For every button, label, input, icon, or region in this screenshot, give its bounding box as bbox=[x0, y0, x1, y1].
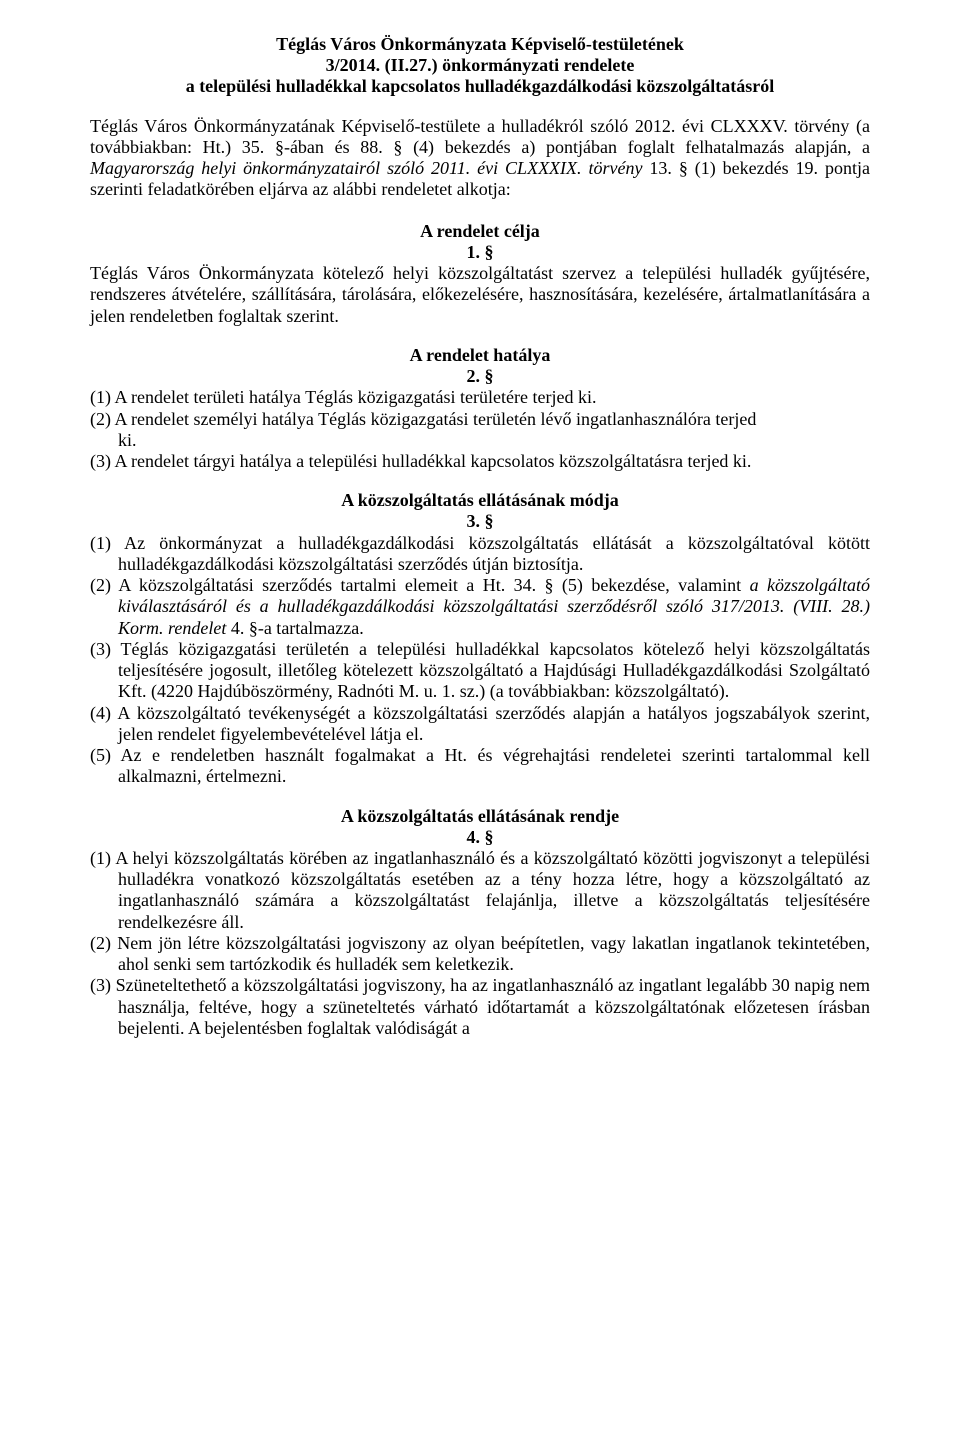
section-3-item-4: (4) A közszolgáltató tevékenységét a köz… bbox=[90, 703, 870, 745]
section-1-number: 1. § bbox=[90, 242, 870, 263]
section-3-item-3: (3) Téglás közigazgatási területén a tel… bbox=[90, 639, 870, 703]
section-3-item-5: (5) Az e rendeletben használt fogalmakat… bbox=[90, 745, 870, 787]
section-3-item-2: (2) A közszolgáltatási szerződés tartalm… bbox=[90, 575, 870, 639]
section-2-item-2-line1: (2) A rendelet személyi hatálya Téglás k… bbox=[90, 409, 870, 430]
section-2-number: 2. § bbox=[90, 366, 870, 387]
preamble-text-a: Téglás Város Önkormányzatának Képviselő-… bbox=[90, 116, 870, 157]
section-4-item-1: (1) A helyi közszolgáltatás körében az i… bbox=[90, 848, 870, 933]
preamble-italic: Magyarország helyi önkormányzatairól szó… bbox=[90, 158, 642, 178]
title-line-1: Téglás Város Önkormányzata Képviselő-tes… bbox=[90, 34, 870, 55]
section-3-heading: A közszolgáltatás ellátásának módja bbox=[90, 490, 870, 511]
section-2-item-2-line2: ki. bbox=[90, 430, 870, 451]
section-4-heading: A közszolgáltatás ellátásának rendje bbox=[90, 806, 870, 827]
section-3-item-2-a: (2) A közszolgáltatási szerződés tartalm… bbox=[90, 575, 750, 595]
document-title: Téglás Város Önkormányzata Képviselő-tes… bbox=[90, 34, 870, 98]
section-4-number: 4. § bbox=[90, 827, 870, 848]
section-3-item-2-c: 4. §-a tartalmazza. bbox=[226, 618, 363, 638]
section-2-item-3: (3) A rendelet tárgyi hatálya a települé… bbox=[90, 451, 870, 472]
title-line-2: 3/2014. (II.27.) önkormányzati rendelete bbox=[90, 55, 870, 76]
section-4-item-2: (2) Nem jön létre közszolgáltatási jogvi… bbox=[90, 933, 870, 975]
section-1-text: Téglás Város Önkormányzata kötelező hely… bbox=[90, 263, 870, 327]
section-1-heading: A rendelet célja bbox=[90, 221, 870, 242]
title-line-3: a települési hulladékkal kapcsolatos hul… bbox=[90, 76, 870, 97]
section-2-item-1: (1) A rendelet területi hatálya Téglás k… bbox=[90, 387, 870, 408]
preamble-paragraph: Téglás Város Önkormányzatának Képviselő-… bbox=[90, 116, 870, 201]
section-4-item-3: (3) Szüneteltethető a közszolgáltatási j… bbox=[90, 975, 870, 1039]
section-3-number: 3. § bbox=[90, 511, 870, 532]
section-2-heading: A rendelet hatálya bbox=[90, 345, 870, 366]
section-3-item-1: (1) Az önkormányzat a hulladékgazdálkodá… bbox=[90, 533, 870, 575]
